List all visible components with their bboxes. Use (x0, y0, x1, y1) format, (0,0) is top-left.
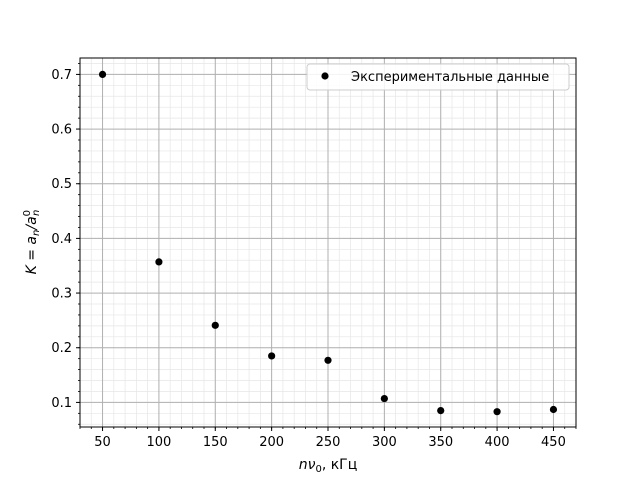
x-tick-label: 50 (94, 435, 111, 450)
x-tick-label: 100 (146, 435, 171, 450)
y-tick-label: 0.3 (51, 287, 72, 302)
y-tick-label: 0.5 (51, 177, 72, 192)
legend: Экспериментальные данные (306, 63, 570, 91)
x-tick-label: 400 (485, 435, 510, 450)
y-axis-ticks: 0.1 0.2 0.3 0.4 0.5 0.6 0.7 (51, 63, 80, 425)
data-point (380, 394, 388, 403)
legend-marker (321, 72, 329, 80)
x-tick-label: 200 (259, 435, 284, 450)
data-point (493, 408, 501, 416)
data-point (155, 258, 163, 266)
y-tick-label: 0.6 (51, 123, 72, 138)
data-point (98, 70, 107, 78)
y-axis-label: K = an/a0n (22, 210, 42, 275)
x-axis-ticks: 50 100 150 200 250 300 350 400 450 (79, 427, 577, 450)
y-tick-label: 0.1 (51, 396, 72, 411)
data-point (268, 352, 276, 360)
x-tick-label: 350 (428, 435, 453, 450)
legend-box (306, 63, 570, 91)
data-point (211, 321, 219, 329)
y-tick-label: 0.7 (51, 68, 72, 83)
x-axis-label: nν0, кГц (299, 457, 358, 475)
data-points (98, 70, 558, 416)
data-point (549, 405, 558, 414)
x-tick-label: 300 (372, 435, 397, 450)
data-point (324, 356, 332, 364)
legend-label: Экспериментальные данные (351, 70, 549, 85)
y-tick-label: 0.4 (51, 232, 72, 247)
x-tick-label: 150 (203, 435, 228, 450)
y-tick-label: 0.2 (51, 341, 72, 356)
x-tick-label: 450 (541, 435, 566, 450)
data-point (437, 407, 445, 415)
x-tick-label: 250 (316, 435, 341, 450)
